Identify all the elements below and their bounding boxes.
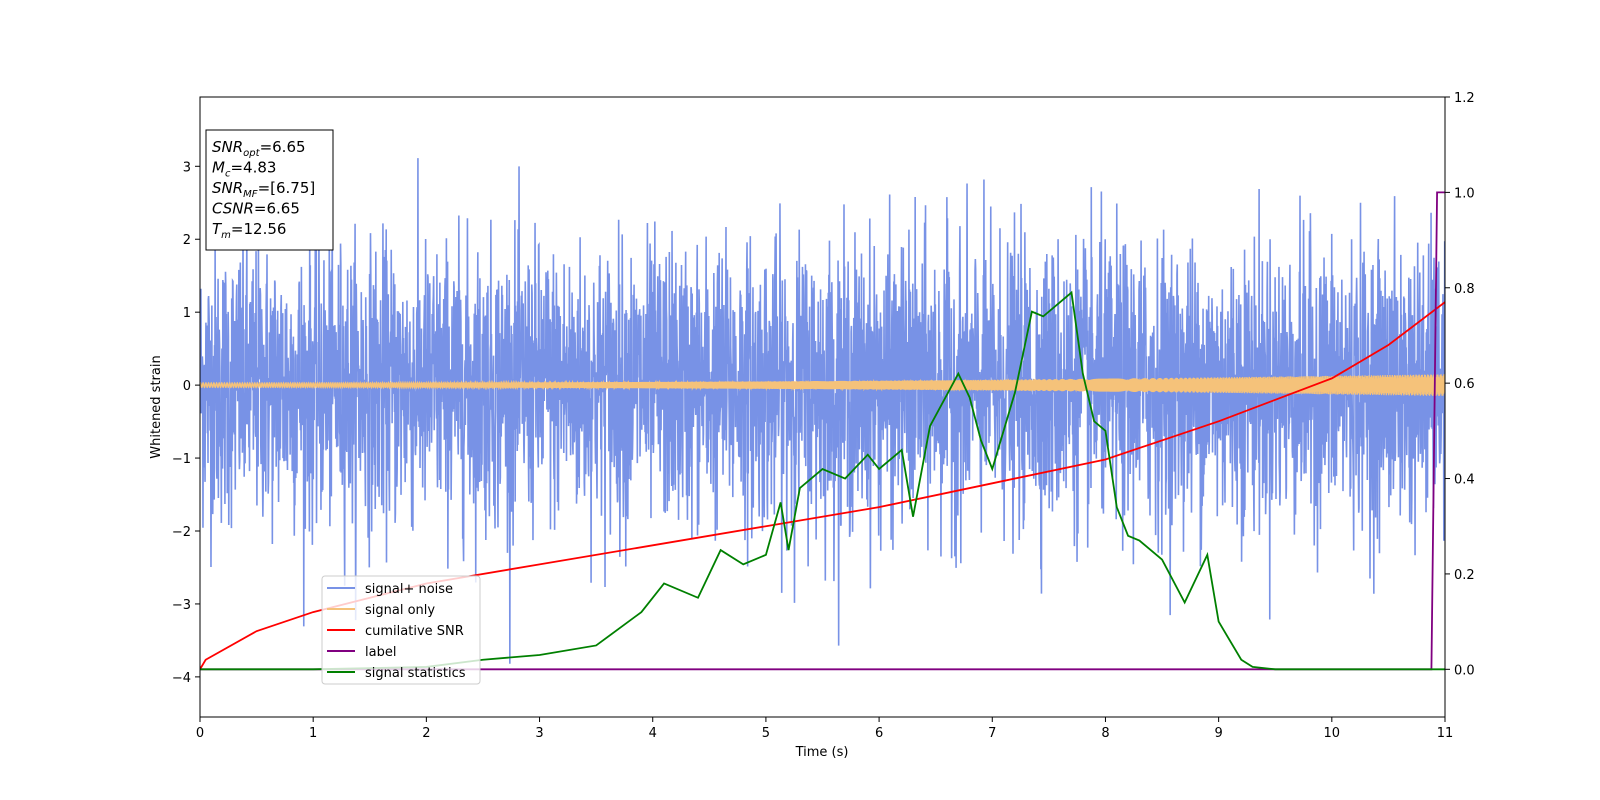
y-axis-right: 0.0 0.2 0.4 0.6 0.8 1.0 1.2: [1445, 91, 1475, 678]
y-tick-label: 1: [183, 306, 191, 321]
y2-tick-label: 0.6: [1454, 377, 1475, 392]
x-axis-label: Time (s): [795, 745, 849, 760]
x-tick-label: 5: [762, 726, 770, 741]
y2-tick-label: 0.2: [1454, 568, 1475, 583]
legend-label-label: label: [365, 645, 396, 660]
annotation-line: Mc=4.83: [212, 159, 276, 180]
series-cumilative-snr: [200, 301, 1445, 670]
y-tick-label: −2: [172, 525, 191, 540]
y-tick-label: 0: [183, 379, 191, 394]
y-axis-label: Whitened strain: [149, 355, 164, 458]
series-label: [200, 191, 1445, 671]
y2-tick-label: 1.2: [1454, 91, 1475, 106]
legend-label-signal-only: signal only: [365, 603, 435, 618]
annotation-line: CSNR=6.65: [212, 200, 300, 218]
x-tick-label: 3: [535, 726, 543, 741]
x-tick-label: 4: [649, 726, 657, 741]
annotation-frame: [205, 129, 334, 251]
legend-label-signal-noise: signal+ noise: [365, 582, 453, 597]
x-tick-label: 1: [309, 726, 317, 741]
y-tick-label: −3: [172, 598, 191, 613]
x-tick-label: 0: [196, 726, 204, 741]
y2-tick-label: 1.0: [1454, 186, 1475, 201]
series-layer: [200, 158, 1445, 671]
legend-label-cumilative-snr: cumilative SNR: [365, 624, 464, 639]
x-tick-label: 10: [1324, 726, 1341, 741]
x-axis: 0 1 2 3 4 5 6 7 8 9 10 11: [196, 717, 1453, 741]
x-tick-label: 11: [1437, 726, 1454, 741]
series-signal-only: [200, 374, 1445, 396]
y-axis-left: −4 −3 −2 −1 0 1 2 3: [172, 160, 200, 686]
x-tick-label: 9: [1214, 726, 1222, 741]
y-tick-label: 2: [183, 233, 191, 248]
x-tick-label: 6: [875, 726, 883, 741]
x-tick-label: 7: [988, 726, 996, 741]
y2-tick-label: 0.0: [1454, 663, 1475, 678]
legend-label-signal-statistics: signal statistics: [365, 666, 466, 681]
x-tick-label: 2: [422, 726, 430, 741]
y2-tick-label: 0.4: [1454, 473, 1475, 488]
legend-frame: [321, 575, 481, 685]
y-tick-label: −4: [172, 671, 191, 686]
plot-frame: [199, 96, 1446, 718]
y-tick-label: −1: [172, 452, 191, 467]
y-tick-label: 3: [183, 160, 191, 175]
series-signal-statistics: [200, 290, 1445, 671]
annotation-line: SNRMF=[6.75]: [212, 179, 315, 200]
x-tick-label: 8: [1101, 726, 1109, 741]
y2-tick-label: 0.8: [1454, 282, 1475, 297]
annotation-line: SNRopt=6.65: [212, 138, 306, 159]
annotation-line: Tm=12.56: [212, 220, 286, 241]
legend: signal+ noise signal only cumilative SNR la…: [321, 575, 481, 685]
series-signal-noise: [200, 158, 1445, 664]
